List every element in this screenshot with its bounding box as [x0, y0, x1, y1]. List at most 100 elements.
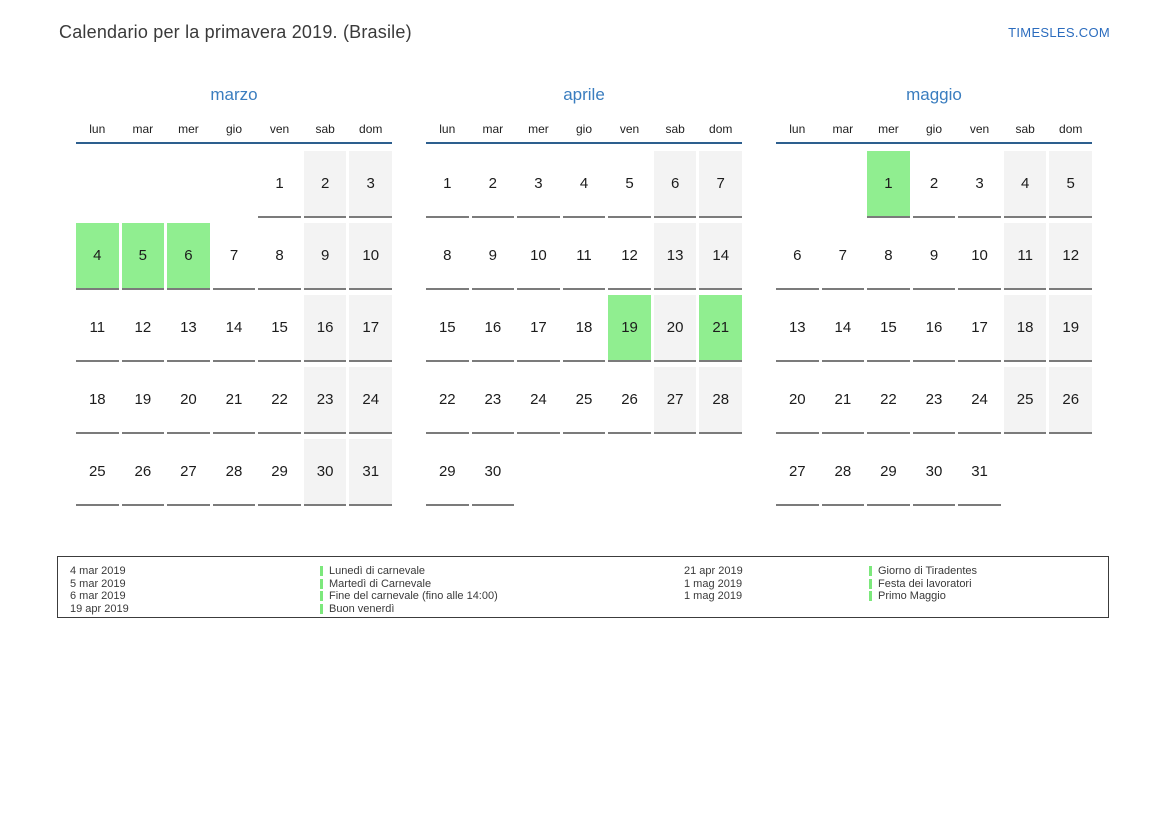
legend-label-cell: Primo Maggio	[869, 590, 1108, 603]
empty-cell	[517, 439, 560, 506]
legend-label: Lunedì di carnevale	[329, 565, 426, 577]
day-cell: 4	[562, 151, 606, 218]
day-cell: 11	[76, 295, 119, 362]
day-cell: 31	[958, 439, 1001, 506]
day-cell: 15	[258, 295, 301, 362]
day-cell: 30	[471, 439, 515, 506]
calendars-row: marzo lun mar mer gio ven sab dom 1 2 3 4 5 6 7 8 9 10 11 1…	[76, 85, 1169, 506]
day-cell: 5	[1049, 151, 1092, 218]
day-cell: 13	[653, 223, 697, 290]
day-cell: 30	[303, 439, 347, 506]
weekday-label: sab	[1015, 122, 1035, 136]
day-grid: 1 2 3 4 5 6 7 8 9 10 11 12 13 14 15 16 17 18 19 20 21 22 23 24 2…	[426, 151, 742, 506]
day-cell: 16	[912, 295, 956, 362]
day-cell: 21	[821, 367, 865, 434]
day-cell: 29	[258, 439, 301, 506]
day-cell: 16	[471, 295, 515, 362]
legend-date: 19 apr 2019	[70, 602, 129, 615]
day-cell: 19	[121, 367, 165, 434]
day-cell: 23	[471, 367, 515, 434]
empty-cell	[1049, 439, 1092, 506]
day-cell: 23	[303, 367, 347, 434]
weekday-label: mer	[528, 122, 549, 136]
weekday-label: lun	[439, 122, 456, 136]
day-cell: 20	[167, 367, 210, 434]
legend-label-cell: Festa dei lavoratori	[869, 578, 1108, 591]
day-cell: 20	[653, 295, 697, 362]
site-link[interactable]: TIMESLES.COM	[1008, 25, 1110, 40]
weekday-row: lun mar mer gio ven sab dom	[76, 122, 392, 144]
holiday-marker-icon	[320, 566, 323, 577]
day-grid: 1 2 3 4 5 6 7 8 9 10 11 12 13 14 15 16 17 18 19 20 21 22 23 24 2…	[76, 151, 392, 506]
day-cell: 5	[608, 151, 651, 218]
legend-label-cell: Lunedì di carnevale	[320, 565, 684, 578]
weekday-label: dom	[359, 122, 383, 136]
day-cell: 24	[958, 367, 1001, 434]
day-cell: 24	[517, 367, 560, 434]
day-cell: 28	[821, 439, 865, 506]
day-cell: 22	[258, 367, 301, 434]
day-cell: 3	[517, 151, 560, 218]
empty-cell	[76, 151, 119, 218]
legend-label: Buon venerdì	[329, 602, 395, 615]
weekday-label: mer	[178, 122, 199, 136]
day-cell: 28	[212, 439, 256, 506]
day-cell: 20	[776, 367, 819, 434]
weekday-label: lun	[89, 122, 106, 136]
weekday-label: ven	[269, 122, 290, 136]
day-cell: 13	[776, 295, 819, 362]
day-cell: 3	[958, 151, 1001, 218]
day-cell: 2	[912, 151, 956, 218]
empty-cell	[213, 151, 256, 218]
day-cell: 27	[167, 439, 210, 506]
day-cell: 11	[1003, 223, 1047, 290]
empty-cell	[699, 439, 742, 506]
weekday-row: lun mar mer gio ven sab dom	[426, 122, 742, 144]
weekday-row: lun mar mer gio ven sab dom	[776, 122, 1092, 144]
weekday-label: gio	[575, 122, 592, 136]
legend-date: 4 mar 2019	[70, 565, 126, 577]
day-cell: 9	[912, 223, 956, 290]
page-title: Calendario per la primavera 2019. (Brasi…	[59, 22, 412, 42]
day-cell: 26	[608, 367, 651, 434]
weekday-label: dom	[1059, 122, 1083, 136]
day-cell: 10	[349, 223, 392, 290]
legend-date: 5 mar 2019	[70, 577, 126, 590]
legend-date: 6 mar 2019	[70, 590, 126, 602]
legend-label-cell: Fine del carnevale (fino alle 14:00)	[320, 590, 684, 603]
legend-column: 21 apr 2019 Giorno di Tiradentes 1 mag 201…	[684, 565, 1108, 617]
day-cell: 22	[426, 367, 469, 434]
weekday-label: mer	[878, 122, 899, 136]
day-cell: 8	[258, 223, 301, 290]
legend-date: 21 apr 2019	[684, 565, 743, 577]
day-cell: 16	[303, 295, 347, 362]
legend-label-cell: Buon venerdì	[320, 603, 684, 616]
month-title: marzo	[210, 85, 258, 104]
day-cell: 29	[867, 439, 910, 506]
day-cell: 7	[212, 223, 256, 290]
day-cell: 6	[653, 151, 697, 218]
day-cell: 24	[349, 367, 392, 434]
empty-cell	[608, 439, 651, 506]
legend-box: 4 mar 2019 Lunedì di carnevale 5 mar 2019 M…	[57, 556, 1109, 618]
weekday-label: dom	[709, 122, 733, 136]
day-cell: 9	[471, 223, 515, 290]
legend-label: Giorno di Tiradentes	[878, 565, 978, 577]
holiday-marker-icon	[320, 591, 323, 602]
month-title: maggio	[906, 85, 962, 104]
weekday-label: mar	[132, 122, 154, 136]
day-cell: 25	[562, 367, 606, 434]
weekday-label: lun	[789, 122, 806, 136]
day-cell: 21	[699, 295, 742, 362]
day-cell: 17	[349, 295, 392, 362]
day-cell: 11	[562, 223, 606, 290]
month-marzo: marzo lun mar mer gio ven sab dom 1 2 3 4 5 6 7 8 9 10 11 1…	[76, 85, 392, 506]
day-cell: 12	[121, 295, 165, 362]
legend-label: Primo Maggio	[878, 590, 946, 602]
day-cell: 19	[608, 295, 651, 362]
legend-label: Festa dei lavoratori	[878, 577, 972, 590]
day-cell: 25	[76, 439, 119, 506]
weekday-label: gio	[925, 122, 942, 136]
legend-label: Martedì di Carnevale	[329, 577, 432, 590]
day-cell: 22	[867, 367, 910, 434]
